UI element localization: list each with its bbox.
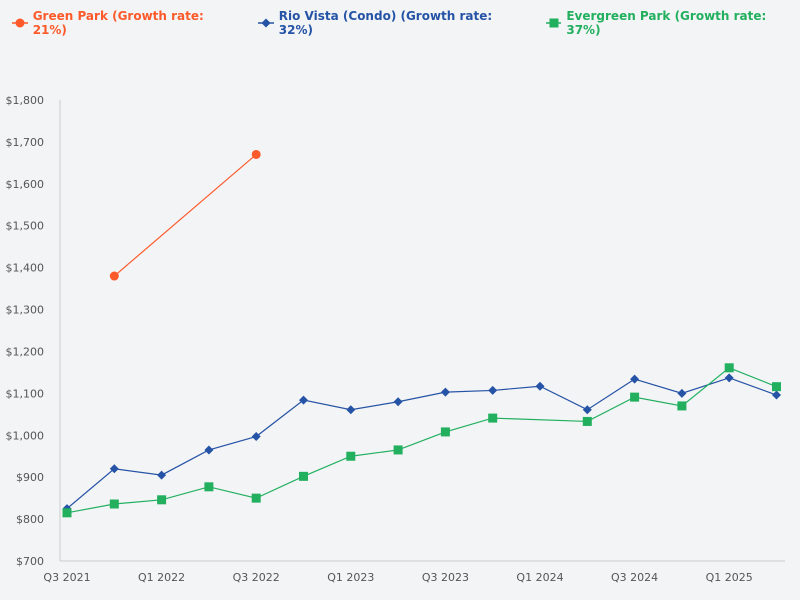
y-tick-label: $1,300 <box>6 304 45 317</box>
x-tick-label: Q3 2021 <box>43 571 90 584</box>
y-tick-label: $1,800 <box>6 94 45 107</box>
data-point <box>772 382 781 392</box>
data-point <box>251 149 261 159</box>
series-1 <box>62 373 781 514</box>
data-point <box>488 385 498 395</box>
data-point <box>677 401 687 411</box>
data-point <box>346 451 356 461</box>
data-point <box>261 18 271 28</box>
series-0 <box>109 149 261 281</box>
data-point <box>630 392 640 402</box>
series-line <box>113 154 257 277</box>
data-point <box>724 363 734 373</box>
legend-label: Evergreen Park (Growth rate: 37%) <box>566 9 767 37</box>
legend: Green Park (Growth rate: 21%) Rio Vista (… <box>12 9 800 37</box>
data-point <box>772 390 781 400</box>
x-tick-label: Q1 2024 <box>516 571 563 584</box>
data-point <box>724 373 734 383</box>
legend-marker-icon <box>545 18 562 28</box>
x-tick-label: Q1 2023 <box>327 571 374 584</box>
data-point <box>109 464 119 474</box>
data-point <box>549 18 559 28</box>
data-point <box>251 493 261 503</box>
data-point <box>440 427 450 437</box>
legend-marker-icon <box>12 18 28 28</box>
data-point <box>109 271 119 281</box>
data-point <box>109 499 119 509</box>
data-point <box>251 432 261 442</box>
data-point <box>488 413 498 423</box>
series-line <box>66 377 777 510</box>
data-point <box>582 416 592 426</box>
x-tick-label: Q3 2024 <box>611 571 658 584</box>
x-tick-label: Q3 2023 <box>422 571 469 584</box>
data-point <box>15 18 25 28</box>
x-tick-label: Q3 2022 <box>233 571 280 584</box>
series-2 <box>62 363 781 518</box>
data-point <box>204 482 214 492</box>
data-point <box>582 405 592 415</box>
legend-label: Rio Vista (Condo) (Growth rate: 32%) <box>278 9 493 37</box>
data-point <box>204 445 214 455</box>
x-tick-label: Q1 2025 <box>706 571 753 584</box>
y-tick-label: $1,700 <box>6 136 45 149</box>
data-point <box>630 374 640 384</box>
y-tick-label: $1,600 <box>6 178 45 191</box>
data-point <box>440 387 450 397</box>
data-point <box>677 388 687 398</box>
y-tick-label: $1,100 <box>6 387 45 400</box>
data-point <box>535 381 545 391</box>
data-point <box>393 445 403 455</box>
y-tick-label: $900 <box>16 471 44 484</box>
data-point <box>62 508 72 518</box>
y-tick-label: $700 <box>16 555 44 568</box>
x-tick-label: Q1 2022 <box>138 571 185 584</box>
legend-label: Green Park (Growth rate: 21%) <box>32 9 204 37</box>
y-tick-label: $1,000 <box>6 429 45 442</box>
data-point <box>299 395 308 405</box>
data-point <box>157 470 167 480</box>
legend-item[interactable]: Rio Vista (Condo) (Growth rate: 32%) <box>258 9 526 37</box>
legend-item[interactable]: Green Park (Growth rate: 21%) <box>12 9 238 37</box>
y-tick-label: $1,500 <box>6 220 45 233</box>
legend-item[interactable]: Evergreen Park (Growth rate: 37%) <box>545 9 800 37</box>
data-point <box>299 471 308 481</box>
legend-marker-icon <box>258 18 274 28</box>
y-tick-label: $1,400 <box>6 262 45 275</box>
y-tick-label: $1,200 <box>6 345 45 358</box>
data-point <box>157 495 167 505</box>
data-point <box>393 397 403 407</box>
data-point <box>346 405 356 415</box>
y-tick-label: $800 <box>16 513 44 526</box>
